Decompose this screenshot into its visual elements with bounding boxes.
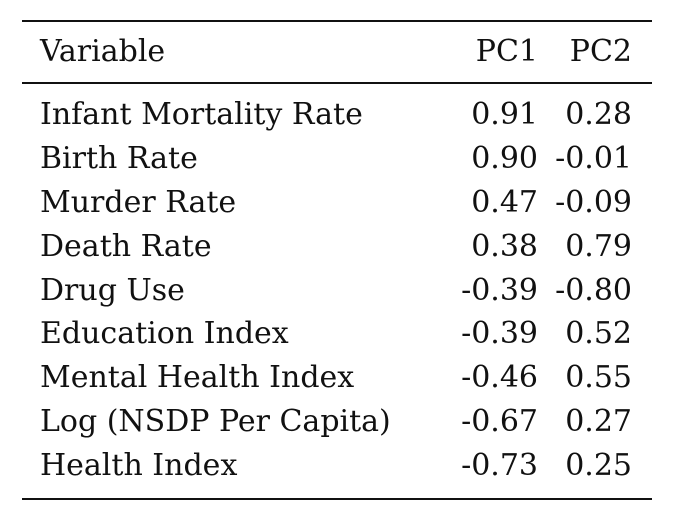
row-variable: Education Index [40,316,289,352]
table-row: Mental Health Index -0.46 0.55 [22,356,652,400]
table-row: Murder Rate 0.47 -0.09 [22,181,652,225]
row-variable: Infant Mortality Rate [40,97,363,133]
table-row: Log (NSDP Per Capita) -0.67 0.27 [22,400,652,444]
row-variable: Death Rate [40,228,212,264]
row-pc2: 0.27 [565,403,632,439]
header-row: Variable PC1 PC2 [22,22,652,82]
row-pc2: -0.01 [555,141,632,177]
table-body: Infant Mortality Rate 0.91 0.28 Birth Ra… [22,84,652,498]
top-rule [22,20,652,22]
row-pc1: -0.67 [461,403,538,439]
row-pc1: -0.46 [461,360,538,396]
row-pc2: 0.55 [565,360,632,396]
header-variable: Variable [40,34,166,69]
row-variable: Murder Rate [40,184,237,220]
row-variable: Log (NSDP Per Capita) [40,403,391,439]
header-pc1: PC1 [475,34,538,69]
table-row: Death Rate 0.38 0.79 [22,225,652,269]
row-pc1: -0.39 [461,272,538,308]
row-pc1: 0.38 [471,228,538,264]
row-variable: Health Index [40,447,238,483]
row-pc2: 0.25 [565,447,632,483]
row-pc2: -0.09 [555,184,632,220]
row-variable: Drug Use [40,272,185,308]
table-row: Birth Rate 0.90 -0.01 [22,137,652,181]
row-pc2: -0.80 [555,272,632,308]
row-pc1: -0.39 [461,316,538,352]
row-pc2: 0.52 [565,316,632,352]
row-pc1: 0.91 [471,97,538,133]
row-pc1: 0.90 [471,141,538,177]
row-pc2: 0.28 [565,97,632,133]
row-pc2: 0.79 [565,228,632,264]
row-variable: Mental Health Index [40,360,355,396]
table-row: Drug Use -0.39 -0.80 [22,269,652,313]
row-pc1: 0.47 [471,184,538,220]
table-row: Health Index -0.73 0.25 [22,444,652,488]
mid-rule [22,82,652,84]
row-pc1: -0.73 [461,447,538,483]
row-variable: Birth Rate [40,141,198,177]
header-pc2: PC2 [569,34,632,69]
table-row: Education Index -0.39 0.52 [22,312,652,356]
table-row: Infant Mortality Rate 0.91 0.28 [22,94,652,138]
bottom-rule [22,497,652,500]
pca-loadings-table: Variable PC1 PC2 Infant Mortality Rate 0… [22,20,652,500]
